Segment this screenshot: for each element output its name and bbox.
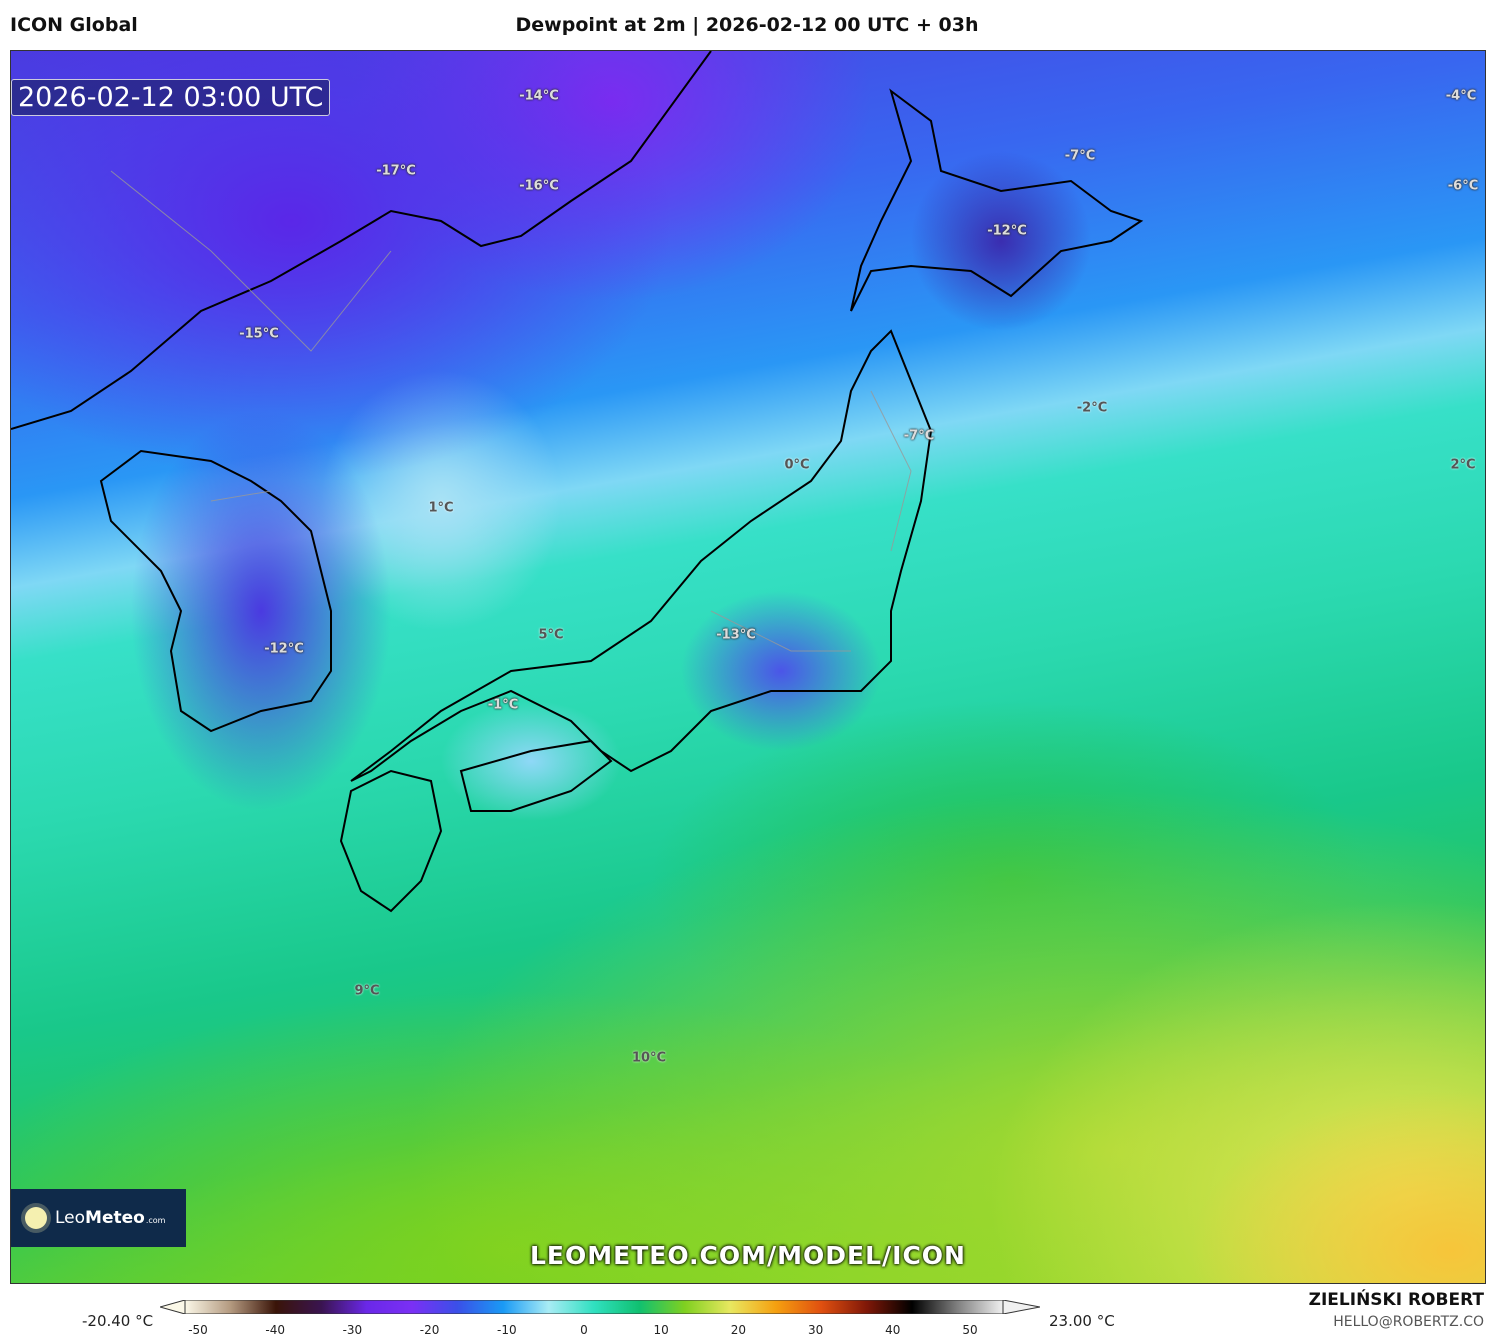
colorbar-tick-label: 20 bbox=[730, 1323, 747, 1337]
watermark-url: LEOMETEO.COM/MODEL/ICON bbox=[529, 1241, 966, 1270]
coast-shikoku bbox=[459, 739, 613, 812]
contour-label: -6°C bbox=[1447, 178, 1479, 194]
colorbar-tick-label: -50 bbox=[188, 1323, 208, 1337]
coast-hokkaido bbox=[850, 88, 1144, 312]
coastlines bbox=[11, 51, 1144, 913]
logo-text-leo: Leo bbox=[55, 1208, 86, 1228]
colorbar-max-value: 23.00 °C bbox=[1049, 1312, 1115, 1330]
coast-kyushu bbox=[339, 769, 443, 913]
author-email[interactable]: HELLO@ROBERTZ.CO bbox=[1333, 1314, 1484, 1330]
colorbar-tick-label: -20 bbox=[419, 1323, 440, 1337]
colorbar-tick-label: -40 bbox=[265, 1323, 285, 1337]
author-name: ZIELIŃSKI ROBERT bbox=[1308, 1290, 1484, 1310]
colorbar-tick-label: 50 bbox=[962, 1323, 978, 1337]
contour-label: -12°C bbox=[987, 223, 1027, 239]
coast-honshu bbox=[350, 329, 933, 782]
border-lines bbox=[110, 170, 912, 652]
contour-label: -14°C bbox=[519, 88, 559, 104]
colorbar-tick-label: 30 bbox=[807, 1323, 824, 1337]
contour-label: -1°C bbox=[487, 697, 519, 713]
colorbar-tick-label: -30 bbox=[342, 1323, 363, 1337]
contour-label: -13°C bbox=[716, 627, 756, 643]
leometeo-logo[interactable]: Leo Meteo .com bbox=[11, 1189, 186, 1247]
contour-label: -7°C bbox=[903, 428, 935, 444]
contour-label: -17°C bbox=[376, 163, 416, 179]
contour-label: -15°C bbox=[239, 326, 279, 342]
contour-label: -4°C bbox=[1445, 88, 1477, 104]
colorbar-tick-label: 0 bbox=[580, 1323, 588, 1337]
colorbar-min-arrow bbox=[160, 1300, 186, 1314]
contour-label: 1°C bbox=[428, 500, 454, 516]
map-title: Dewpoint at 2m | 2026-02-12 00 UTC + 03h bbox=[515, 14, 979, 36]
contour-label: 5°C bbox=[538, 627, 564, 643]
contour-label: 9°C bbox=[354, 983, 380, 999]
coast-korea bbox=[99, 449, 332, 733]
contour-label: -16°C bbox=[519, 178, 559, 194]
contour-label: 10°C bbox=[631, 1050, 667, 1066]
valid-time-label: 2026-02-12 03:00 UTC bbox=[11, 79, 331, 116]
colorbar-tick-label: 10 bbox=[653, 1323, 669, 1337]
colorbar bbox=[160, 1300, 1040, 1314]
contour-label: -2°C bbox=[1076, 400, 1108, 416]
sun-icon bbox=[25, 1207, 47, 1229]
colorbar-tick-label: -10 bbox=[496, 1323, 517, 1337]
logo-text-suffix: .com bbox=[145, 1216, 166, 1225]
logo-text-meteo: Meteo bbox=[85, 1208, 145, 1228]
colorbar-scale bbox=[184, 1300, 1004, 1314]
coast-asia-north bbox=[11, 51, 712, 430]
colorbar-min-value: -20.40 °C bbox=[82, 1312, 154, 1330]
contour-label: -7°C bbox=[1064, 148, 1096, 164]
contour-label: -12°C bbox=[264, 641, 304, 657]
colorbar-tick-label: 40 bbox=[885, 1323, 901, 1337]
dewpoint-map: 2026-02-12 03:00 UTC -14°C -17°C -16°C -… bbox=[10, 50, 1486, 1284]
contour-label: 2°C bbox=[1450, 457, 1476, 473]
contour-label: 0°C bbox=[784, 457, 810, 473]
colorbar-max-arrow bbox=[1002, 1300, 1040, 1314]
model-name: ICON Global bbox=[10, 14, 138, 36]
